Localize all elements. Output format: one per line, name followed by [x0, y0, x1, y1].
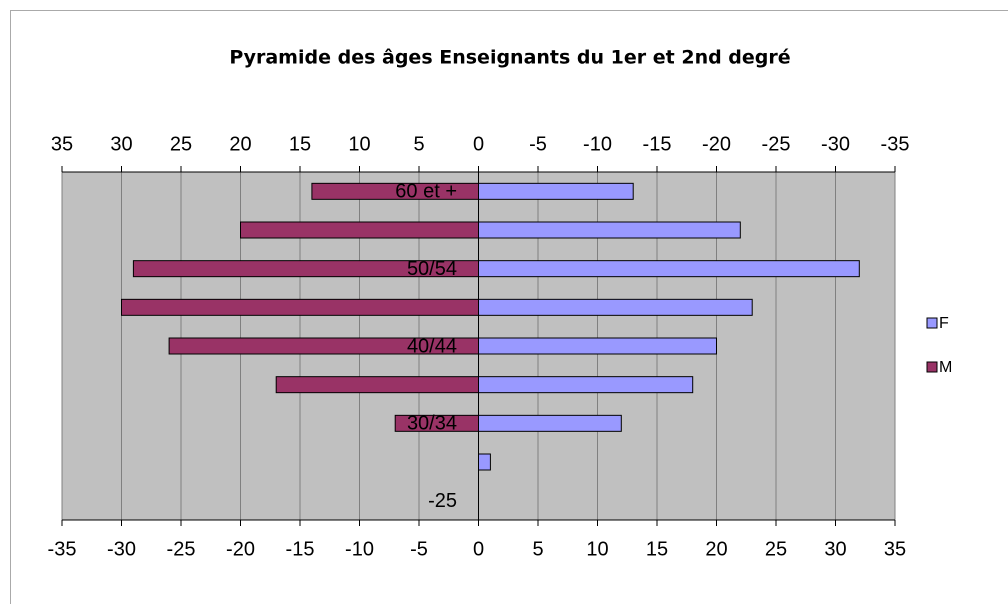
legend-swatch: [926, 317, 938, 329]
bar: [478, 376, 694, 394]
x2-tick-label: -35: [881, 133, 910, 155]
x2-tick-label: 35: [51, 133, 73, 155]
x-tick-label: -5: [410, 538, 428, 560]
x2-tick-label: -30: [821, 133, 850, 155]
x-tick-label: -20: [226, 538, 255, 560]
x-tick-label: 20: [705, 538, 727, 560]
x-tick-label: 30: [824, 538, 846, 560]
x2-tick-label: 10: [348, 133, 370, 155]
y-tick-label: 30/34: [407, 413, 457, 435]
x-tick-label: 0: [473, 538, 484, 560]
x2-tick-label: 30: [110, 133, 132, 155]
bar: [121, 298, 479, 316]
y-tick-label: -25: [428, 490, 457, 512]
x2-tick-label: -20: [702, 133, 731, 155]
x2-tick-label: 0: [473, 133, 484, 155]
x-tick-label: 10: [586, 538, 608, 560]
x-tick-label: -15: [286, 538, 315, 560]
y-tick-label: 60 et +: [395, 181, 457, 203]
x-tick-label: 15: [646, 538, 668, 560]
legend-label: M: [939, 359, 952, 376]
x2-tick-label: -5: [529, 133, 547, 155]
legend-label: F: [939, 315, 949, 332]
legend-swatch: [926, 361, 938, 373]
x2-tick-label: 15: [289, 133, 311, 155]
y-tick-label: 40/44: [407, 335, 457, 357]
x-tick-label: -35: [48, 538, 77, 560]
y-tick-label: 50/54: [407, 258, 457, 280]
bar: [478, 182, 634, 200]
x2-tick-label: -25: [762, 133, 791, 155]
x-tick-label: 25: [765, 538, 787, 560]
bar: [478, 260, 860, 278]
bar: [478, 298, 753, 316]
x-tick-label: 5: [532, 538, 543, 560]
x2-tick-label: -15: [643, 133, 672, 155]
bar: [240, 221, 479, 239]
x2-tick-label: -10: [583, 133, 612, 155]
x-tick-label: -25: [167, 538, 196, 560]
bar: [478, 337, 717, 355]
x2-tick-label: 5: [413, 133, 424, 155]
x2-tick-label: 20: [229, 133, 251, 155]
x-tick-label: 35: [884, 538, 906, 560]
chart-title: Pyramide des âges Enseignants du 1er et …: [229, 47, 790, 69]
x2-tick-label: 25: [170, 133, 192, 155]
bar: [478, 221, 741, 239]
bar: [275, 376, 480, 394]
bar: [478, 414, 622, 432]
bar: [478, 453, 491, 471]
x-tick-label: -10: [345, 538, 374, 560]
x-tick-label: -30: [107, 538, 136, 560]
